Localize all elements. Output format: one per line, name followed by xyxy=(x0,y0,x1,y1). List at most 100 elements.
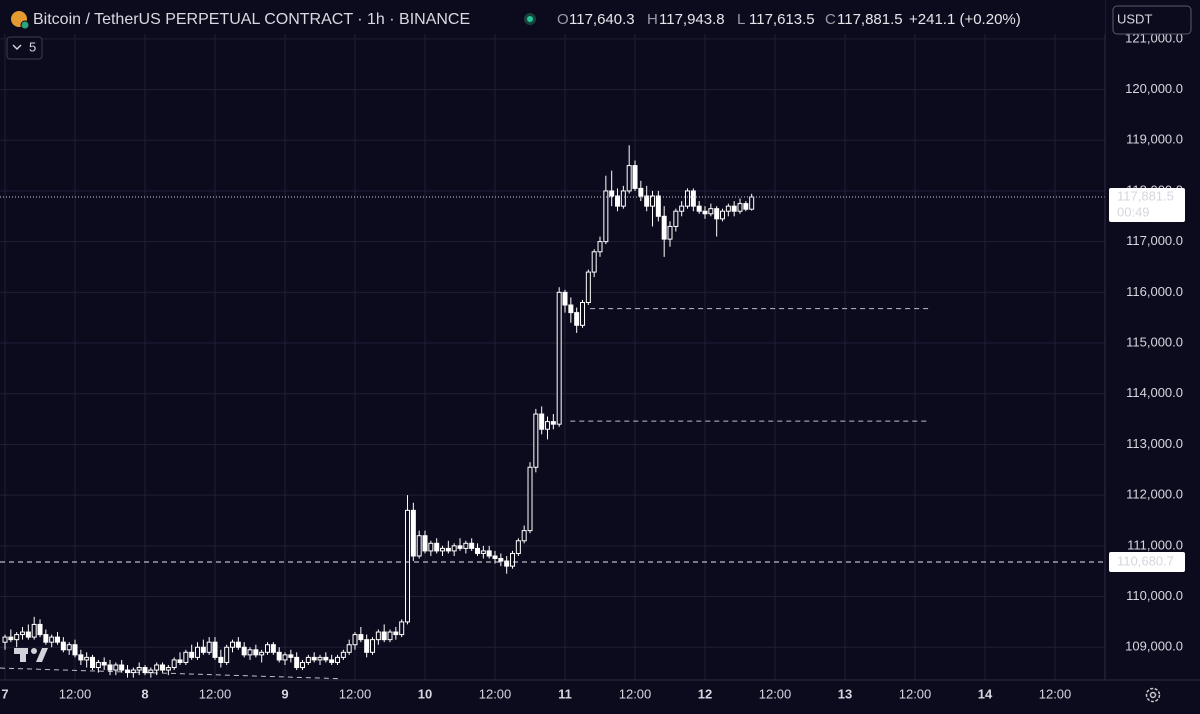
symbol-title[interactable]: Bitcoin / TetherUS PERPETUAL CONTRACT · … xyxy=(33,11,470,28)
candle-body xyxy=(486,550,492,557)
grid xyxy=(0,0,1105,680)
candle-body xyxy=(66,644,72,651)
ohlc-value: 117,613.5 xyxy=(749,11,815,28)
x-tick-label: 10 xyxy=(418,686,432,701)
y-tick-label: 110,000.0 xyxy=(1126,588,1183,603)
candle-body xyxy=(749,196,755,210)
candle-body xyxy=(165,667,171,671)
currency-button[interactable] xyxy=(1112,5,1192,35)
candle-body xyxy=(317,656,323,661)
candle-body xyxy=(445,547,451,552)
candle-body xyxy=(609,190,615,197)
candle-body xyxy=(43,634,49,643)
candle-body xyxy=(300,661,306,669)
candle-body xyxy=(381,631,387,641)
x-tick-label: 12:00 xyxy=(1039,686,1072,701)
candle-body xyxy=(107,664,113,671)
candle-body xyxy=(504,560,510,567)
candle-body xyxy=(562,291,568,306)
currency-label[interactable]: USDT xyxy=(1117,11,1152,26)
candle-body xyxy=(644,195,650,207)
candle-body xyxy=(492,555,498,560)
candle-body xyxy=(25,631,31,638)
candle-body xyxy=(650,195,656,207)
ohlc-header: O 117,640.3 H 117,943.8 L 117,613.5 C 117,881.5 xyxy=(557,11,903,28)
countdown: 00:49 xyxy=(1117,204,1150,219)
candle-body xyxy=(638,187,644,197)
candle-body xyxy=(405,509,411,623)
candle-body xyxy=(72,644,78,656)
candle-body xyxy=(422,535,428,552)
candle-body xyxy=(585,271,591,303)
change: +241.1 (+0.20%) xyxy=(909,11,1021,28)
candle-body xyxy=(574,312,580,326)
logo xyxy=(14,648,48,662)
candle-body xyxy=(655,195,661,217)
x-tick-label: 11 xyxy=(558,686,572,701)
candle-body xyxy=(125,669,131,674)
candle-body xyxy=(95,661,101,669)
candle-body xyxy=(498,558,504,562)
candle-body xyxy=(510,552,516,567)
candle-body xyxy=(119,664,125,671)
y-tick-label: 119,000.0 xyxy=(1126,132,1183,147)
candle-body xyxy=(521,530,527,542)
x-tick-label: 12:00 xyxy=(759,686,792,701)
candle-body xyxy=(14,634,20,641)
candle-body xyxy=(113,664,119,671)
candle-body xyxy=(387,631,393,641)
candle-body xyxy=(673,210,679,227)
candle-body xyxy=(702,210,708,215)
candle-body xyxy=(533,413,539,468)
candle-body xyxy=(725,205,731,212)
candle-body xyxy=(148,669,154,674)
candle-body xyxy=(78,654,84,661)
ohlc-key: H xyxy=(647,11,658,28)
x-tick-label: 14 xyxy=(978,686,993,701)
y-tick-label: 114,000.0 xyxy=(1126,385,1183,400)
candle-body xyxy=(375,631,381,641)
candle-body xyxy=(160,664,166,671)
candle-body xyxy=(154,664,160,671)
candle-body xyxy=(200,646,206,653)
settings-icon[interactable] xyxy=(1145,687,1161,703)
candle-body xyxy=(195,646,201,658)
candle-body xyxy=(282,654,288,661)
candle-body xyxy=(101,661,107,666)
candle-body xyxy=(136,667,142,671)
candle-body xyxy=(393,631,399,636)
candle-body xyxy=(218,656,224,663)
candle-body xyxy=(90,656,96,669)
candle-body xyxy=(352,634,358,646)
candle-body xyxy=(305,656,311,663)
y-tick-label: 113,000.0 xyxy=(1126,436,1183,451)
candle-body xyxy=(591,251,597,273)
candle-body xyxy=(550,421,556,425)
plot xyxy=(0,145,1105,680)
indicator-toggle[interactable] xyxy=(6,36,43,60)
candle-body xyxy=(620,190,626,207)
candle-body xyxy=(597,241,603,253)
candle-body xyxy=(714,208,720,220)
candle-body xyxy=(475,547,481,554)
x-tick-label: 12:00 xyxy=(199,686,232,701)
y-tick-label: 109,000.0 xyxy=(1125,639,1183,654)
candle-body xyxy=(737,203,743,212)
x-tick-label: 12 xyxy=(698,686,712,701)
trend-line xyxy=(0,667,340,680)
header-bg xyxy=(0,0,1105,34)
candle-body xyxy=(247,649,253,656)
indicator-count[interactable]: 5 xyxy=(29,39,36,54)
chevron[interactable] xyxy=(12,44,22,50)
candle-body xyxy=(690,190,696,207)
coin-icon-badge xyxy=(20,20,30,30)
ohlc-value: 117,640.3 xyxy=(569,11,635,28)
candle-body xyxy=(189,651,195,658)
candle-body xyxy=(679,205,685,212)
candle-body xyxy=(276,651,282,661)
candle-body xyxy=(720,210,726,220)
candle-body xyxy=(358,634,364,641)
y-tick-label: 120,000.0 xyxy=(1125,81,1183,96)
